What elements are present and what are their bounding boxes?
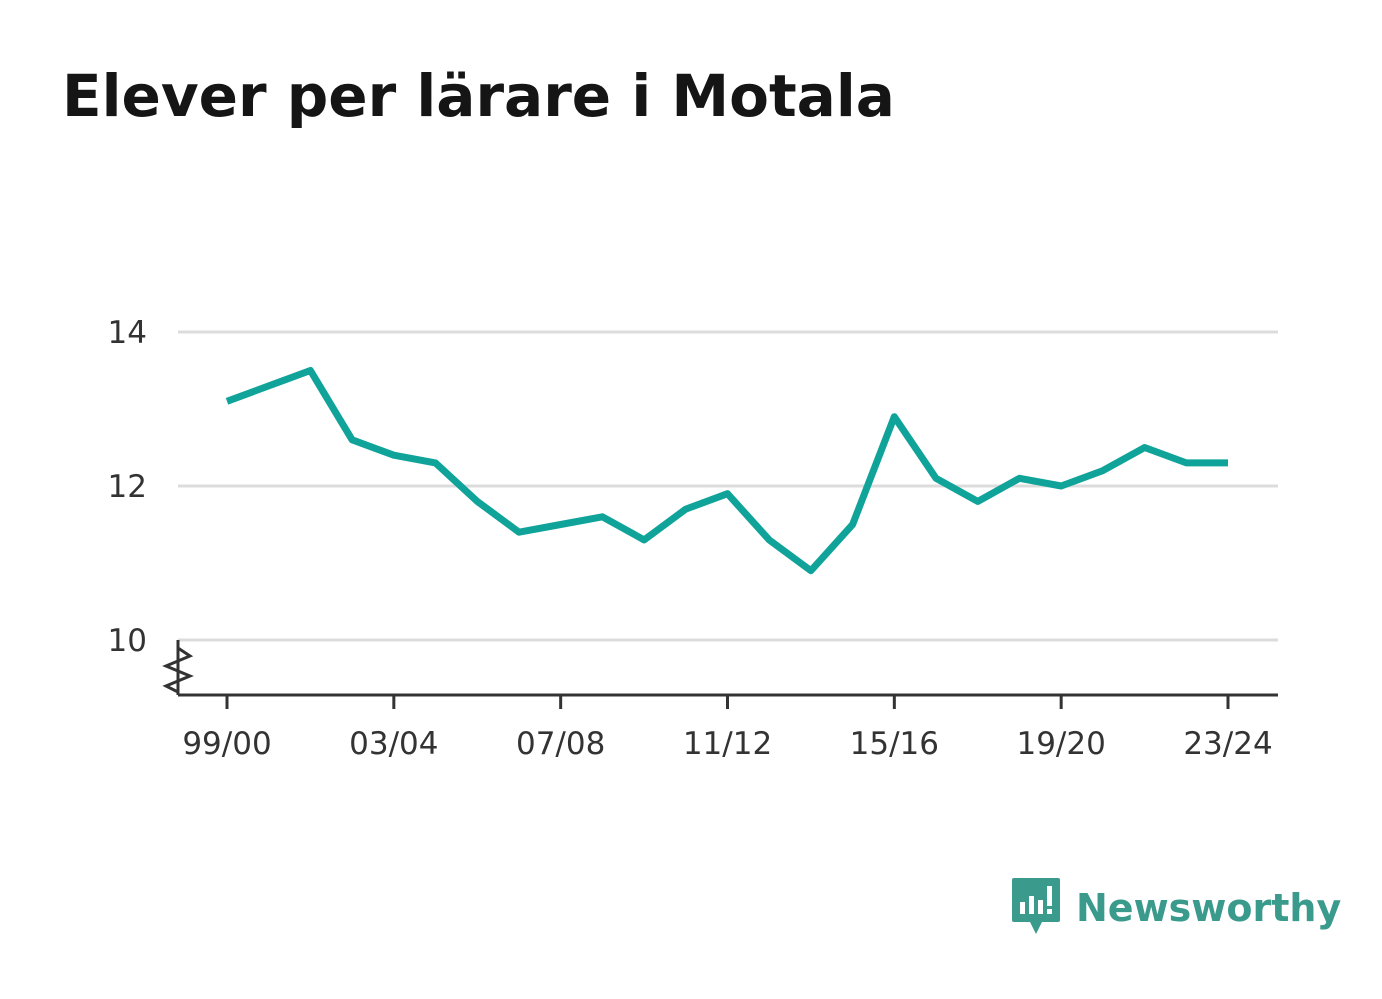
x-tick-label: 23/24	[1183, 726, 1272, 762]
y-axis-ticks: 10 12 14	[108, 315, 147, 659]
x-tick-label: 19/20	[1016, 726, 1105, 762]
x-tick-label: 99/00	[182, 726, 271, 762]
axis-break-mark	[162, 646, 194, 694]
y-tick-label: 12	[108, 469, 147, 505]
gridlines	[178, 330, 1278, 642]
x-tick-label: 15/16	[850, 726, 939, 762]
newsworthy-logo-icon	[1010, 876, 1062, 940]
y-tick-label: 14	[108, 315, 147, 351]
brand: Newsworthy	[1010, 876, 1341, 940]
brand-name: Newsworthy	[1076, 886, 1342, 930]
series-line	[225, 367, 1228, 575]
y-tick-label: 10	[108, 623, 147, 659]
x-tick-label: 03/04	[349, 726, 438, 762]
chart-title: Elever per lärare i Motala	[62, 62, 895, 130]
x-axis: 99/00 03/04 07/08 11/12 15/16 19/20 23/24	[162, 640, 1278, 762]
x-tick-label: 07/08	[516, 726, 605, 762]
x-tick-label: 11/12	[683, 726, 772, 762]
series-lines	[225, 367, 1228, 575]
